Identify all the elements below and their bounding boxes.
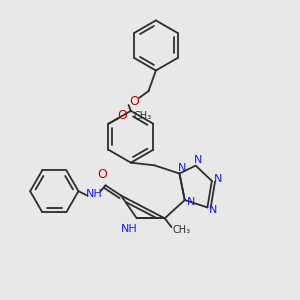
Text: N: N: [214, 174, 223, 184]
Text: N: N: [194, 155, 202, 165]
Text: N: N: [178, 163, 186, 173]
Text: O: O: [129, 95, 139, 108]
Text: CH₃: CH₃: [134, 111, 152, 121]
Text: CH₃: CH₃: [172, 225, 190, 235]
Text: O: O: [117, 109, 127, 122]
Text: N: N: [186, 197, 195, 207]
Text: NH: NH: [86, 189, 102, 199]
Text: NH: NH: [120, 224, 137, 234]
Text: O: O: [97, 168, 107, 181]
Text: N: N: [208, 205, 217, 215]
